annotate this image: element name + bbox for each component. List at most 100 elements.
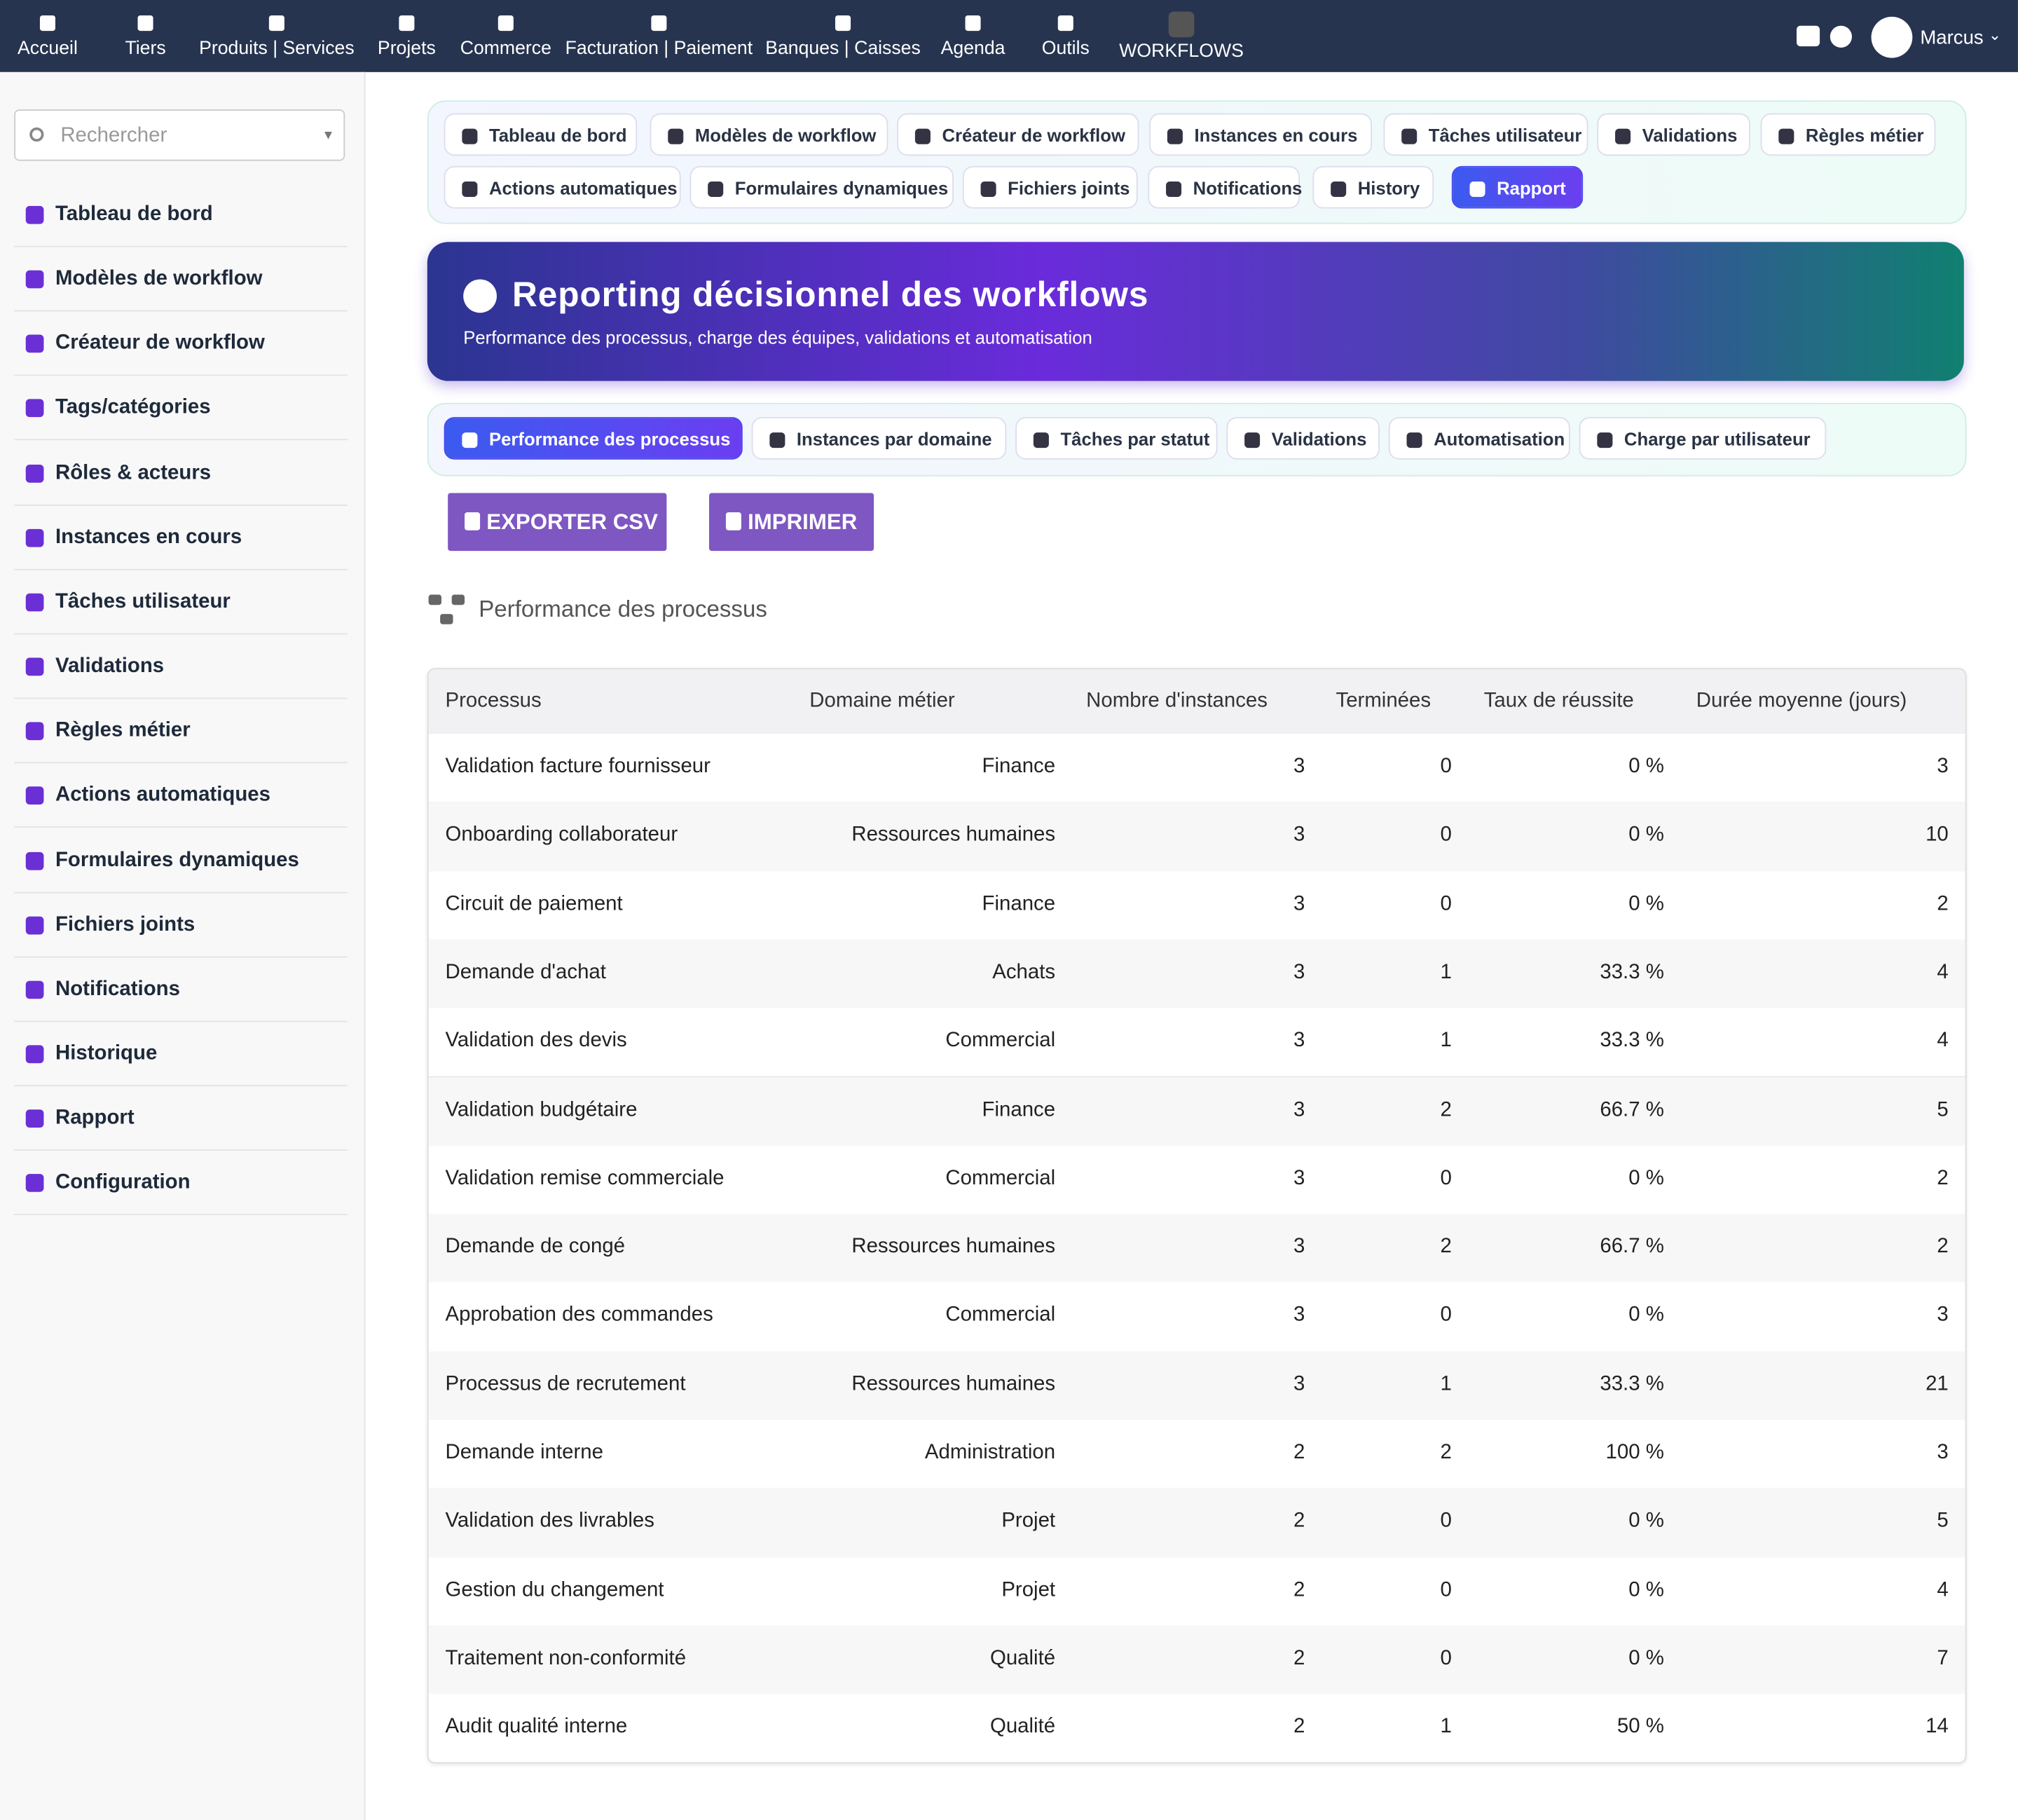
user-name[interactable]: Marcus	[1920, 27, 1984, 49]
icon	[1406, 432, 1422, 449]
label: 0	[1440, 892, 1452, 915]
subtab[interactable]: Validations	[1226, 417, 1380, 460]
table-cell: 0	[1440, 1168, 1451, 1191]
sidebar-item[interactable]: Modèles de workflow	[14, 247, 348, 312]
table-cell: 2	[1440, 1236, 1451, 1259]
table-cell: 0 %	[1628, 1579, 1664, 1602]
tab[interactable]: Règles métier	[1760, 113, 1936, 156]
table-cell: Finance	[982, 755, 1056, 779]
banner: Reporting décisionnel des workflows Perf…	[427, 242, 1964, 381]
sidebar-item[interactable]: Instances en cours	[14, 505, 348, 570]
sidebar-item[interactable]: Fichiers joints	[14, 893, 348, 957]
label: Validation facture fournisseur	[445, 755, 711, 778]
sidebar-item[interactable]: Historique	[14, 1022, 348, 1087]
subtab[interactable]: Automatisation	[1388, 417, 1570, 460]
label: Commercial	[945, 1167, 1056, 1189]
table-cell: Commercial	[945, 1304, 1055, 1327]
tab[interactable]: Validations	[1597, 113, 1750, 156]
print-icon[interactable]	[1797, 25, 1820, 47]
label: Demande de congé	[445, 1236, 626, 1258]
tab[interactable]: Notifications	[1148, 165, 1302, 209]
label: Rapport	[1497, 177, 1566, 198]
label: Finance	[982, 755, 1056, 778]
tab[interactable]: Rapport	[1451, 165, 1584, 209]
nav-item[interactable]: Accueil	[11, 0, 85, 72]
table-cell: 1	[1440, 1373, 1451, 1396]
tab[interactable]: Créateur de workflow	[897, 113, 1139, 156]
tab[interactable]: Tâches utilisateur	[1383, 113, 1588, 156]
search-box[interactable]: Rechercher ▼	[14, 109, 345, 161]
sidebar-item[interactable]: Actions automatiques	[14, 764, 348, 828]
nav-item[interactable]: Tiers	[108, 0, 183, 72]
label: Administration	[924, 1442, 1056, 1464]
help-icon[interactable]	[1830, 25, 1853, 48]
action-button[interactable]: IMPRIMER	[709, 493, 874, 552]
table-cell: 3	[1293, 1236, 1305, 1259]
label: 3	[1937, 1442, 1949, 1464]
sidebar-item[interactable]: Rôles & acteurs	[14, 441, 348, 506]
table-cell: 2	[1293, 1648, 1305, 1671]
action-button[interactable]: EXPORTER CSV	[448, 493, 667, 552]
sidebar-item[interactable]: Tags/catégories	[14, 376, 348, 441]
table-cell: 2	[1293, 1442, 1305, 1465]
table-cell: 5	[1937, 1510, 1948, 1533]
tab[interactable]: History	[1312, 165, 1434, 209]
subtab[interactable]: Tâches par statut	[1015, 417, 1218, 460]
nav-item[interactable]: Produits | Services	[193, 0, 361, 72]
table-row	[428, 1419, 1965, 1490]
subtab[interactable]: Charge par utilisateur	[1579, 417, 1827, 460]
tab[interactable]: Actions automatiques	[444, 165, 681, 209]
label: Créateur de workflow	[55, 332, 265, 355]
sidebar-item[interactable]: Règles métier	[14, 699, 348, 764]
table-row	[428, 1008, 1965, 1079]
table-row	[428, 1214, 1965, 1284]
nav-item[interactable]: Projets	[371, 0, 443, 72]
label: Projet	[1001, 1510, 1056, 1533]
table-row	[428, 1488, 1965, 1559]
section-title: Performance des processus	[479, 596, 767, 622]
table-cell: 10	[1926, 824, 1949, 847]
avatar[interactable]	[1871, 16, 1913, 58]
label: Modèles de workflow	[694, 125, 877, 146]
nav-item[interactable]: WORKFLOWS	[1112, 0, 1251, 72]
sidebar-item[interactable]: Tableau de bord	[14, 183, 348, 247]
table-cell: Audit qualité interne	[445, 1716, 627, 1739]
tab[interactable]: Fichiers joints	[962, 165, 1138, 209]
label: Rôles & acteurs	[55, 461, 212, 484]
subtab[interactable]: Instances par domaine	[751, 417, 1007, 460]
sidebar-item[interactable]: Formulaires dynamiques	[14, 828, 348, 893]
sidebar-item[interactable]: Rapport	[14, 1086, 348, 1151]
nav-item[interactable]: Commerce	[453, 0, 559, 72]
subtabs-panel: Performance des processus Instances par d…	[427, 402, 1967, 477]
banner-title: Reporting décisionnel des workflows	[512, 275, 1149, 315]
table-cell: Commercial	[945, 1168, 1055, 1191]
nav-item[interactable]: Facturation | Paiement	[561, 0, 757, 72]
sidebar-item[interactable]: Créateur de workflow	[14, 312, 348, 376]
label: 0	[1440, 1578, 1452, 1601]
tab[interactable]: Formulaires dynamiques	[689, 165, 954, 209]
sidebar-item[interactable]: Validations	[14, 635, 348, 699]
sidebar-item[interactable]: Configuration	[14, 1151, 348, 1216]
icon	[1033, 432, 1049, 449]
table-cell: 0	[1440, 824, 1451, 847]
table-cell: 50 %	[1617, 1716, 1664, 1739]
nav-icon	[1168, 11, 1195, 38]
header-cell: Durée moyenne (jours)	[1696, 690, 1907, 713]
nav-item[interactable]: Outils	[1022, 0, 1109, 72]
nav-item[interactable]: Banques | Caisses	[760, 0, 927, 72]
sidebar-item[interactable]: Notifications	[14, 957, 348, 1022]
table-cell: 2	[1293, 1510, 1305, 1533]
subtab[interactable]: Performance des processus	[444, 417, 743, 460]
label: Validation des devis	[445, 1029, 627, 1052]
label: Tags/catégories	[55, 397, 211, 419]
tab[interactable]: Instances en cours	[1149, 113, 1372, 156]
label: 3	[1293, 1304, 1305, 1327]
nav-label: Projets	[377, 39, 436, 60]
sidebar-item[interactable]: Tâches utilisateur	[14, 570, 348, 635]
label: 3	[1937, 1304, 1949, 1327]
table-cell: 0 %	[1628, 1648, 1664, 1671]
tab[interactable]: Modèles de workflow	[650, 113, 888, 156]
nav-item[interactable]: Agenda	[934, 0, 1011, 72]
label: Taux de réussite	[1483, 690, 1634, 712]
tab[interactable]: Tableau de bord	[444, 113, 638, 156]
